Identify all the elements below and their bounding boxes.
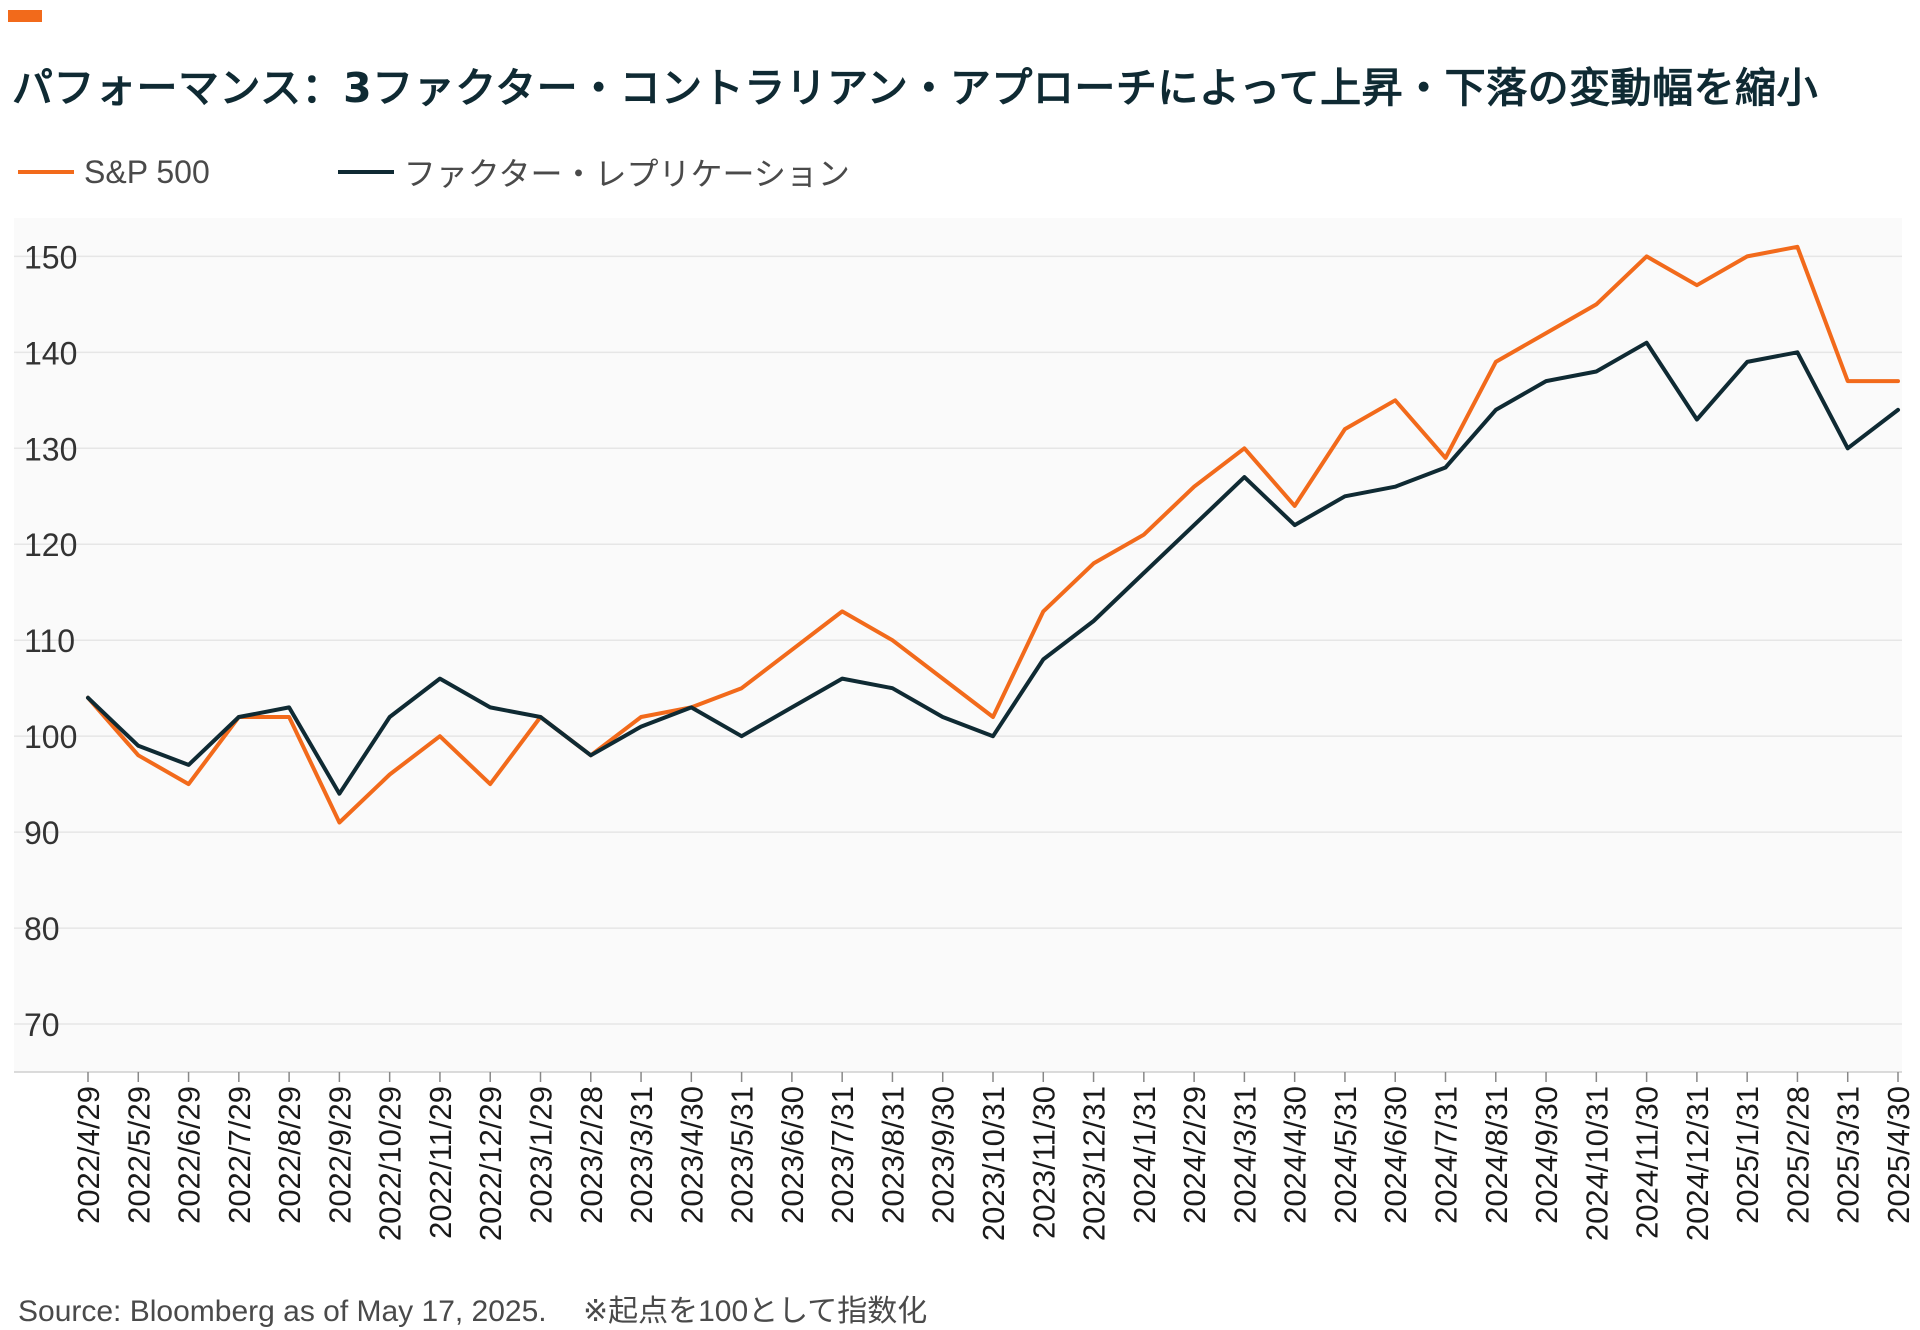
y-tick-label: 70 bbox=[24, 1007, 60, 1043]
legend-label-sp500: S&P 500 bbox=[84, 153, 210, 190]
x-tick-label: 2024/3/31 bbox=[1227, 1086, 1262, 1224]
x-tick-label: 2022/6/29 bbox=[172, 1086, 207, 1224]
x-tick-label: 2024/1/31 bbox=[1127, 1086, 1162, 1224]
x-tick-label: 2022/10/29 bbox=[373, 1086, 408, 1241]
header-accent-bar bbox=[8, 10, 42, 22]
x-tick-label: 2025/2/28 bbox=[1780, 1086, 1815, 1224]
x-tick-label: 2022/4/29 bbox=[71, 1086, 106, 1224]
chart-legend: S&P 500 ファクター・レプリケーション bbox=[18, 150, 978, 194]
y-tick-label: 140 bbox=[24, 335, 77, 371]
chart-footer: Source: Bloomberg as of May 17, 2025. ※起… bbox=[18, 1286, 927, 1330]
x-tick-label: 2023/2/28 bbox=[574, 1086, 609, 1224]
x-tick-label: 2025/1/31 bbox=[1730, 1086, 1765, 1224]
legend-swatch-sp500 bbox=[18, 170, 74, 174]
x-tick-label: 2022/5/29 bbox=[121, 1086, 156, 1224]
x-tick-label: 2023/10/31 bbox=[976, 1086, 1011, 1241]
x-tick-label: 2022/7/29 bbox=[222, 1086, 257, 1224]
x-tick-label: 2024/4/30 bbox=[1278, 1086, 1313, 1224]
x-tick-label: 2023/11/30 bbox=[1026, 1086, 1061, 1239]
x-tick-label: 2023/9/30 bbox=[926, 1086, 961, 1224]
legend-label-factor: ファクター・レプリケーション bbox=[403, 156, 850, 192]
y-tick-label: 100 bbox=[24, 719, 77, 755]
y-tick-label: 110 bbox=[24, 623, 75, 659]
x-tick-label: 2022/9/29 bbox=[322, 1086, 357, 1224]
x-tick-label: 2023/1/29 bbox=[524, 1086, 559, 1224]
x-tick-label: 2023/4/30 bbox=[674, 1086, 709, 1224]
y-tick-label: 150 bbox=[24, 239, 77, 275]
y-tick-label: 80 bbox=[24, 911, 60, 947]
x-tick-label: 2024/2/29 bbox=[1177, 1086, 1212, 1224]
x-tick-label: 2024/8/31 bbox=[1479, 1086, 1514, 1224]
x-tick-label: 2025/4/30 bbox=[1881, 1086, 1916, 1224]
x-tick-label: 2024/11/30 bbox=[1630, 1086, 1665, 1239]
x-tick-label: 2022/8/29 bbox=[272, 1086, 307, 1224]
plot-background bbox=[14, 218, 1902, 1072]
x-tick-label: 2024/6/30 bbox=[1378, 1086, 1413, 1224]
index-note: ※起点を100として指数化 bbox=[582, 1295, 928, 1328]
x-tick-label: 2023/8/31 bbox=[875, 1086, 910, 1224]
x-tick-label: 2024/7/31 bbox=[1429, 1086, 1464, 1224]
legend-item-factor: ファクター・レプリケーション bbox=[337, 149, 850, 195]
x-tick-label: 2023/5/31 bbox=[725, 1086, 760, 1224]
chart-area: 70 80 90 100 110 120 130 140 150 2022/4/29 2022/5/… bbox=[0, 210, 1920, 1280]
source-note: Source: Bloomberg as of May 17, 2025. bbox=[18, 1295, 547, 1328]
legend-swatch-factor bbox=[337, 170, 394, 174]
line-chart: 70 80 90 100 110 120 130 140 150 2022/4/29 2022/5/… bbox=[14, 218, 1916, 1241]
x-tick-label: 2024/5/31 bbox=[1328, 1086, 1363, 1224]
x-tick-label: 2024/12/31 bbox=[1680, 1086, 1715, 1241]
x-tick-label: 2023/6/30 bbox=[775, 1086, 810, 1224]
legend-item-sp500: S&P 500 bbox=[18, 154, 210, 191]
series-line-factor bbox=[86, 340, 1900, 796]
x-tick-label: 2024/10/31 bbox=[1579, 1086, 1614, 1241]
x-tick-label: 2023/7/31 bbox=[825, 1086, 860, 1224]
y-tick-label: 90 bbox=[24, 815, 60, 851]
y-tick-label: 120 bbox=[24, 527, 77, 563]
series-line-sp500 bbox=[86, 244, 1900, 825]
x-tick-label: 2024/9/30 bbox=[1529, 1086, 1564, 1224]
x-tick-label: 2025/3/31 bbox=[1831, 1086, 1866, 1224]
y-tick-label: 130 bbox=[24, 431, 77, 467]
chart-title: パフォーマンス：3ファクター・コントラリアン・アプローチによって上昇・下落の変動… bbox=[12, 64, 1819, 112]
x-tick-label: 2023/12/31 bbox=[1077, 1086, 1112, 1241]
x-tick-label: 2022/11/29 bbox=[423, 1086, 458, 1239]
x-tick-label: 2022/12/29 bbox=[473, 1086, 508, 1241]
x-tick-label: 2023/3/31 bbox=[624, 1086, 659, 1224]
